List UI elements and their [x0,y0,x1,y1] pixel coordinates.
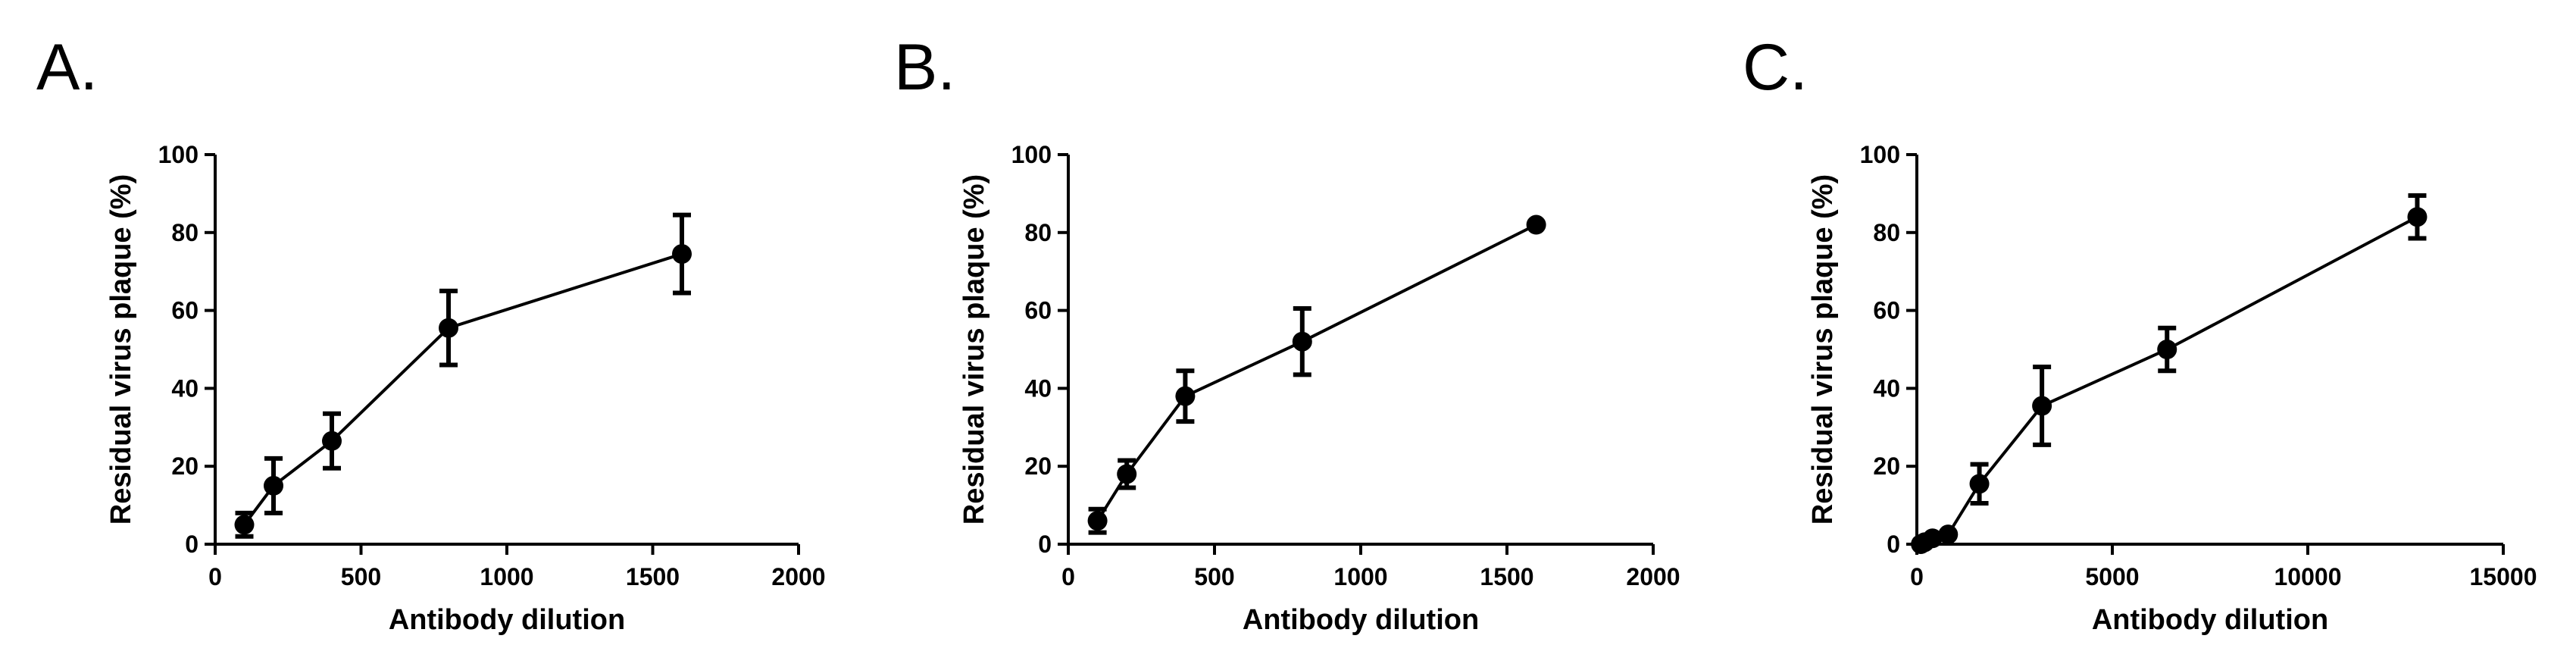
x-tick-label: 1000 [1333,563,1387,590]
y-tick-label: 60 [171,297,199,324]
series-line [242,252,683,526]
x-tick-label: 1500 [626,563,680,590]
data-point [1117,464,1137,484]
data-point [1969,474,1990,494]
data-point [1175,386,1196,406]
y-tick-label: 20 [171,452,199,480]
y-tick-label: 100 [1011,141,1052,168]
y-tick-label: 60 [1873,297,1900,324]
x-tick-label: 2000 [771,563,825,590]
x-tick-label: 15000 [2470,563,2537,590]
y-tick-label: 40 [171,374,199,402]
y-tick-label: 0 [185,531,199,558]
x-tick-label: 10000 [2274,563,2342,590]
series-line [1096,223,1537,522]
data-point [234,515,255,535]
data-point [1922,528,1943,549]
x-tick-label: 2000 [1626,563,1680,590]
y-tick-label: 0 [1038,531,1052,558]
y-axis-title: Residual virus plaque (%) [958,174,990,524]
x-tick-label: 500 [341,563,381,590]
y-tick-label: 100 [1860,141,1900,168]
data-point [2407,207,2428,227]
data-point [1087,511,1108,531]
y-tick-label: 40 [1024,374,1052,402]
data-point [2032,396,2052,416]
data-point [672,244,692,265]
data-point [322,430,342,451]
y-tick-label: 100 [158,141,199,168]
y-tick-label: 20 [1024,452,1052,480]
y-tick-label: 80 [171,219,199,246]
panel-label: A. [36,31,98,104]
data-point [1292,331,1312,352]
data-point [1526,214,1546,235]
x-tick-label: 0 [208,563,222,590]
x-tick-label: 0 [1910,563,1924,590]
panel-label: C. [1743,31,1808,104]
series-line [1920,215,2418,546]
chart-panel-3: C. 0 20 40 60 80 100 0 5000 10000 15000 Antibody di… [1743,31,2537,636]
x-axis-title: Antibody dilution [2092,604,2328,636]
y-tick-label: 60 [1024,297,1052,324]
y-axis-title: Residual virus plaque (%) [1807,174,1839,524]
x-tick-label: 1500 [1480,563,1533,590]
y-tick-label: 80 [1024,219,1052,246]
y-tick-label: 40 [1873,374,1900,402]
y-tick-label: 0 [1887,531,1900,558]
y-axis-title: Residual virus plaque (%) [105,174,137,524]
data-point [264,475,283,496]
x-tick-label: 0 [1061,563,1075,590]
panel-label: B. [894,31,955,104]
x-axis-title: Antibody dilution [1243,604,1479,636]
y-tick-label: 20 [1873,452,1900,480]
data-point [1938,524,1959,545]
x-tick-label: 5000 [2085,563,2139,590]
x-axis-title: Antibody dilution [389,604,625,636]
x-tick-label: 500 [1194,563,1234,590]
data-point [2157,340,2177,359]
data-point [439,318,458,338]
x-tick-label: 1000 [480,563,533,590]
y-tick-label: 80 [1873,219,1900,246]
